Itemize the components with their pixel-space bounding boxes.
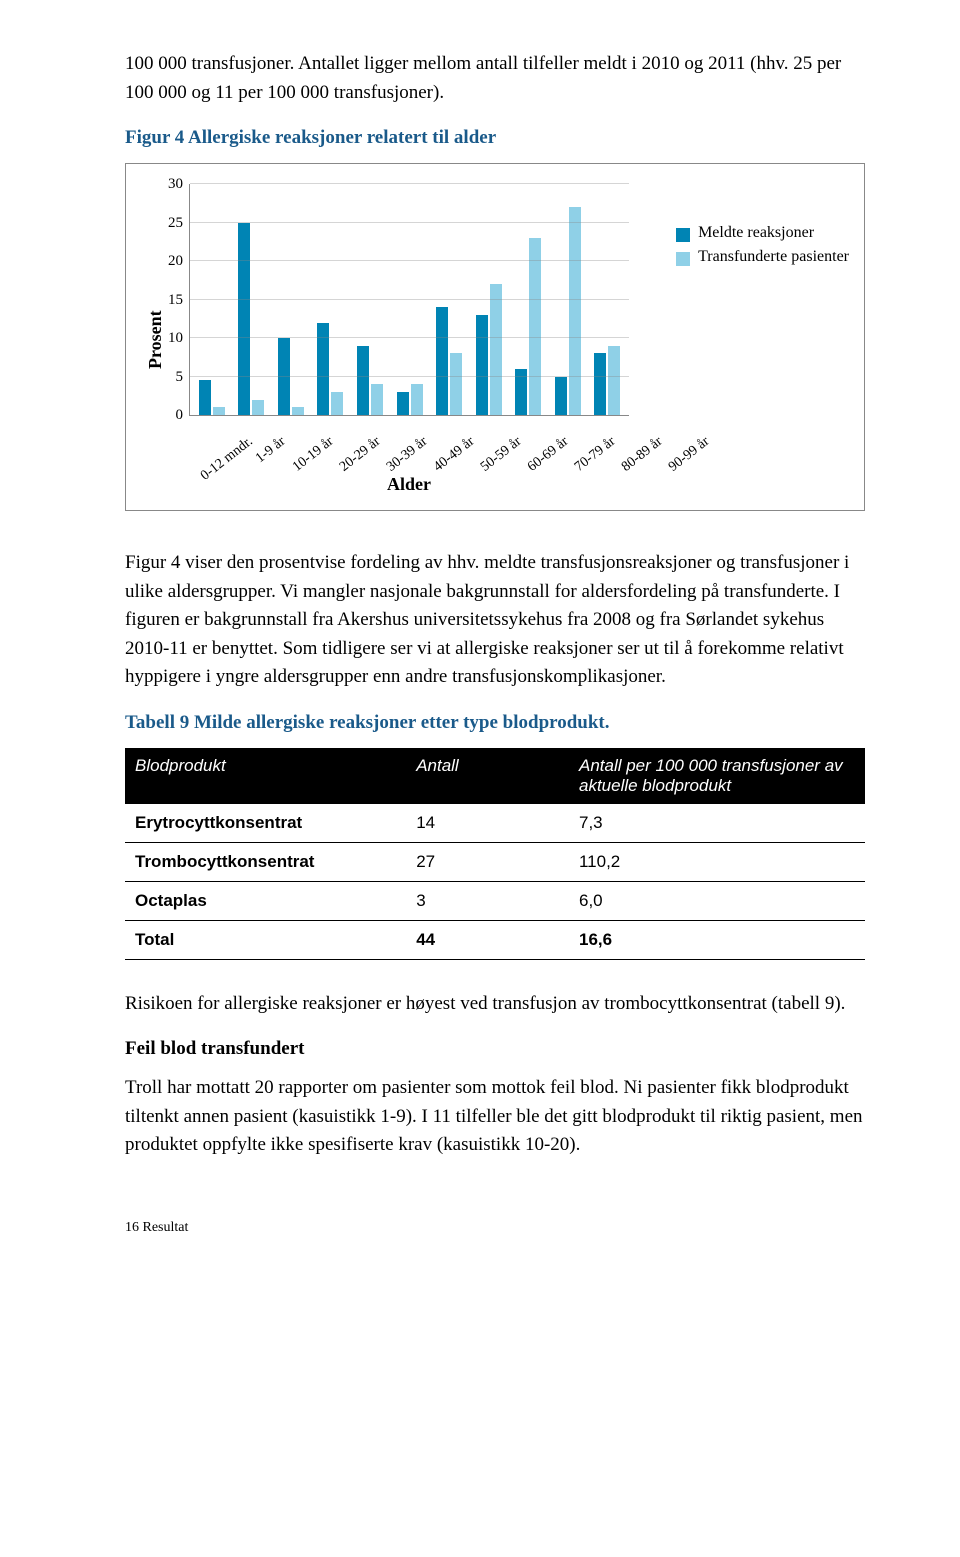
table-cell: 44 [406,920,569,959]
x-tick: 60-69 år [525,434,572,476]
bar-group [192,184,232,415]
bar-group [390,184,430,415]
x-tick: 30-39 år [384,434,431,476]
table-cell: 110,2 [569,842,865,881]
intro-para: 100 000 transfusjoner. Antallet ligger m… [125,50,865,107]
bar [213,407,225,415]
table-cell: 7,3 [569,804,865,843]
gridline [190,222,629,223]
bar [594,353,606,415]
bar [199,380,211,415]
legend-item: Transfunderte pasienter [676,248,849,266]
bar [608,346,620,415]
after-t9-para: Risikoen for allergiske reaksjoner er hø… [125,990,865,1019]
bar [357,346,369,415]
table9: BlodproduktAntallAntall per 100 000 tran… [125,748,865,960]
bar [436,307,448,415]
bar [569,207,581,415]
bar-group [587,184,627,415]
table-col-header: Blodprodukt [125,748,406,804]
table-cell: 14 [406,804,569,843]
table-row: Trombocyttkonsentrat27110,2 [125,842,865,881]
table-col-header: Antall per 100 000 transfusjoner av aktu… [569,748,865,804]
bar-group [311,184,351,415]
y-tick: 25 [168,215,183,232]
y-tick: 5 [176,369,184,386]
table-header-row: BlodproduktAntallAntall per 100 000 tran… [125,748,865,804]
bar [238,223,250,416]
bar [331,392,343,415]
gridline [190,299,629,300]
page-footer: 16 Resultat [125,1220,865,1236]
table-cell: 3 [406,881,569,920]
fig4-title: Figur 4 Allergiske reaksjoner relatert t… [125,127,865,149]
y-ticks: 30 25 20 15 10 5 0 [168,176,189,424]
bar-group [508,184,548,415]
x-tick: 10-19 år [289,434,336,476]
y-tick: 0 [176,407,184,424]
legend-label: Transfunderte pasienter [698,248,849,266]
bar-group [271,184,311,415]
x-axis-label: Alder [189,474,629,495]
gridline [190,260,629,261]
gridline [190,183,629,184]
feil-blod-para: Troll har mottatt 20 rapporter om pasien… [125,1074,865,1160]
bar [490,284,502,415]
bar-group [429,184,469,415]
legend-item: Meldte reaksjoner [676,224,849,242]
x-tick: 40-49 år [431,434,478,476]
bar [411,384,423,415]
bar-group [548,184,588,415]
gridline [190,376,629,377]
table-col-header: Antall [406,748,569,804]
x-tick: 70-79 år [572,434,619,476]
bar-group [350,184,390,415]
gridline [190,337,629,338]
table-row: Octaplas36,0 [125,881,865,920]
bar [450,353,462,415]
x-tick: 50-59 år [478,434,525,476]
bar [397,392,409,415]
plot-area [189,184,629,416]
y-axis-label: Prosent [141,184,166,495]
subhead-feil-blod: Feil blod transfundert [125,1038,865,1060]
bar [476,315,488,415]
legend-swatch [676,252,690,266]
bar [292,407,304,415]
y-tick: 30 [168,176,183,193]
y-tick: 15 [168,292,183,309]
table-cell: 27 [406,842,569,881]
x-ticks: 0-12 mndr.1-9 år10-19 år20-29 år30-39 år… [189,422,629,438]
y-tick: 20 [168,253,183,270]
y-tick: 10 [168,330,183,347]
fig4-caption: Figur 4 viser den prosentvise fordeling … [125,549,865,692]
fig4-chart: Prosent 30 25 20 15 10 5 0 0-12 mndr.1-9 år10-… [125,163,865,511]
x-tick: 1-9 år [253,434,289,467]
legend-swatch [676,228,690,242]
bar [529,238,541,415]
bar-group [469,184,509,415]
bar-group [232,184,272,415]
x-tick: 80-89 år [619,434,666,476]
x-tick: 20-29 år [337,434,384,476]
table-cell: Trombocyttkonsentrat [125,842,406,881]
bar [371,384,383,415]
table-cell: 6,0 [569,881,865,920]
legend-label: Meldte reaksjoner [698,224,814,242]
table-row: Erytrocyttkonsentrat147,3 [125,804,865,843]
table-cell: Erytrocyttkonsentrat [125,804,406,843]
table-cell: Octaplas [125,881,406,920]
t9-title: Tabell 9 Milde allergiske reaksjoner ett… [125,712,865,734]
table-cell: Total [125,920,406,959]
table-row: Total4416,6 [125,920,865,959]
bar [252,400,264,415]
table-cell: 16,6 [569,920,865,959]
bar [555,377,567,415]
